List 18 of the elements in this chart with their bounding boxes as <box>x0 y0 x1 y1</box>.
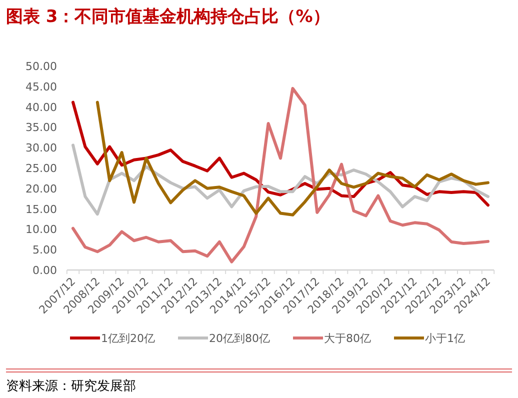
y-tick-label: 35.00 <box>26 121 57 134</box>
y-tick-label: 40.00 <box>26 100 57 114</box>
legend-label: 1亿到20亿 <box>101 332 155 345</box>
y-tick-label: 10.00 <box>26 223 57 236</box>
legend-label: 20亿到80亿 <box>209 332 270 345</box>
y-tick-label: 25.00 <box>26 162 57 175</box>
y-tick-label: 5.00 <box>32 244 57 257</box>
y-tick-label: 15.00 <box>26 202 57 216</box>
y-tick-label: 20.00 <box>26 182 57 196</box>
legend-label: 小于1亿 <box>425 332 465 345</box>
y-tick-label: 30.00 <box>26 142 57 155</box>
y-tick-label: 50.00 <box>26 60 57 73</box>
line-series <box>72 86 490 264</box>
chart-title: 图表 3：不同市值基金机构持仓占比（%） <box>6 7 330 27</box>
legend-label: 大于80亿 <box>324 332 371 345</box>
text: 资料来源：研究发展部 <box>6 379 136 394</box>
y-tick-label: 45.00 <box>26 80 57 94</box>
y-tick-label: 0.00 <box>32 264 57 277</box>
